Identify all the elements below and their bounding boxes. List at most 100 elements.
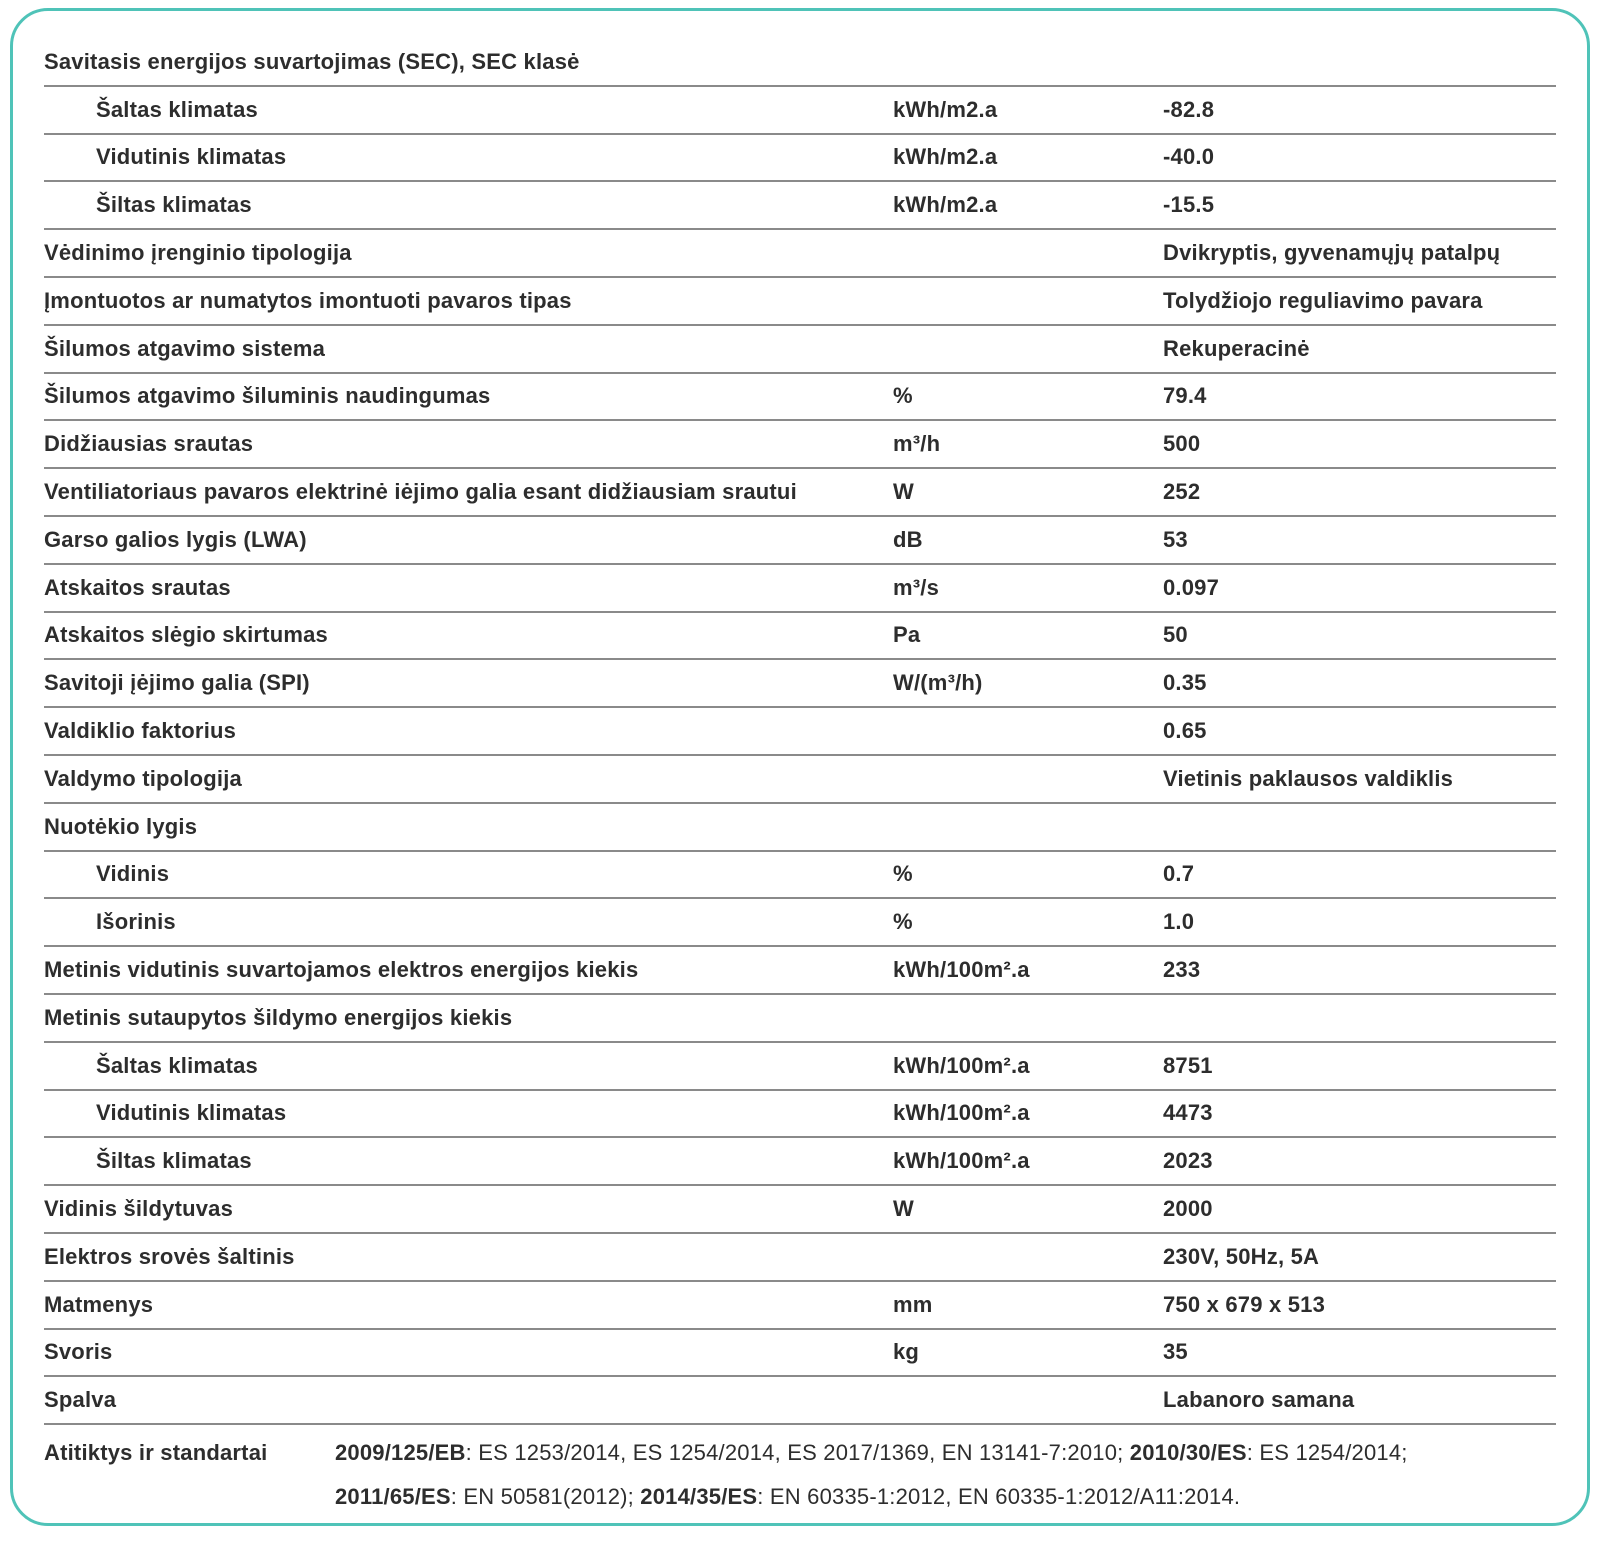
directive-ref: 2009/125/EB [335,1440,466,1466]
table-row: Vidinis% 0.7 [44,852,1556,900]
table-row: Šaltas klimatas kWh/m2.a -82.8 [44,87,1556,135]
row-value: 0.097 [1163,574,1220,600]
row-label: Šiltas klimatas [96,1148,252,1174]
table-row: Vėdinimo įrenginio tipologija Dvikryptis,… [44,230,1556,278]
standards-ref: : ES 1254/2014; [1246,1440,1408,1466]
table-row: Šiltas klimatas kWh/100m².a 2023 [44,1138,1556,1187]
compliance-row: Atitiktys ir standartai 2009/125/EB: ES … [44,1425,1556,1519]
directive-ref: 2011/65/ES [335,1484,451,1510]
row-unit: m³/s [893,574,940,600]
row-value: 1.0 [1163,909,1195,935]
row-unit: kWh/m2.a [893,144,998,170]
row-label: Valdiklio faktorius [44,718,237,744]
row-value: -40.0 [1163,144,1215,170]
row-label: Šilumos atgavimo sistema [44,335,326,361]
standards-ref: : EN 50581(2012); [450,1484,641,1510]
row-value: 500 [1163,431,1201,457]
table-row: Garso galios lygis (LWA) dB 53 [44,517,1556,565]
compliance-standards-text: 2009/125/EB: ES 1253/2014, ES 1254/2014,… [335,1431,1556,1519]
row-unit: W [893,479,914,505]
row-label: Įmontuotos ar numatytos imontuoti pavaro… [44,287,572,313]
row-value: 0.65 [1163,718,1207,744]
row-value: 35 [1163,1339,1188,1365]
table-row: Įmontuotos ar numatytos imontuoti pavaro… [44,278,1556,326]
row-unit: m³/h [893,431,941,457]
row-unit: % [893,909,913,935]
standards-ref: : EN 60335-1:2012, EN 60335-1:2012/A11:2… [757,1484,1241,1510]
table-row: Šaltas klimatas kWh/100m².a 8751 [44,1043,1556,1091]
table-row: Didžiausias srautas m³/h 500 [44,421,1556,470]
table-row: Vidinis šildytuvas W 2000 [44,1186,1556,1234]
row-value: 0.35 [1163,670,1207,696]
row-label: Atskaitos slėgio skirtumas [44,622,328,648]
row-label: Vėdinimo įrenginio tipologija [44,240,352,266]
row-label: Metinis sutaupytos šildymo energijos kie… [44,1004,513,1030]
row-value: Dvikryptis, gyvenamųjų patalpų [1163,240,1501,266]
spec-table: Savitasis energijos suvartojimas (SEC), … [44,39,1556,1426]
row-label: Metinis vidutinis suvartojamos elektros … [44,957,639,983]
row-unit: mm [893,1291,933,1317]
table-row: Išorinis% 1.0 [44,899,1556,948]
row-label: Matmenys [44,1291,154,1317]
table-row: Nuotėkio lygis [44,804,1556,852]
table-row: Metinis sutaupytos šildymo energijos kie… [44,995,1556,1043]
table-row: Savitasis energijos suvartojimas (SEC), … [44,39,1556,87]
table-row: Šilumos atgavimo sistema Rekuperacinė [44,326,1556,374]
row-label: Savitoji įėjimo galia (SPI) [44,670,310,696]
standards-ref: : ES 1253/2014, ES 1254/2014, ES 2017/13… [465,1440,1130,1466]
table-row: Atskaitos srautas m³/s 0.097 [44,565,1556,613]
row-unit: W/(m³/h) [893,670,983,696]
table-row: Metinis vidutinis suvartojamos elektros … [44,947,1556,995]
row-unit: % [893,383,913,409]
compliance-label: Atitiktys ir standartai [44,1440,268,1466]
row-label: Atskaitos srautas [44,574,231,600]
table-row: Valdiklio faktorius 0.65 [44,708,1556,756]
table-row: Šilumos atgavimo šiluminis naudingumas% 7… [44,374,1556,422]
row-value: Vietinis paklausos valdiklis [1163,765,1454,791]
row-label: Garso galios lygis (LWA) [44,526,307,552]
row-unit: kWh/100m².a [893,1148,1030,1174]
table-row: Elektros srovės šaltinis 230V, 50Hz, 5A [44,1234,1556,1282]
row-label: Svoris [44,1339,113,1365]
row-unit: kWh/m2.a [893,96,998,122]
row-label: Išorinis [96,909,176,935]
row-unit: kWh/m2.a [893,192,998,218]
row-label: Vidutinis klimatas [96,1100,287,1126]
directive-ref: 2010/30/ES [1129,1440,1247,1466]
row-label: Vidutinis klimatas [96,144,287,170]
row-label: Šilumos atgavimo šiluminis naudingumas [44,383,491,409]
table-row: Atskaitos slėgio skirtumas Pa 50 [44,613,1556,661]
row-value: 252 [1163,479,1201,505]
row-value: 79.4 [1163,383,1207,409]
row-value: -82.8 [1163,96,1215,122]
table-row: Vidutinis klimatas kWh/100m².a 4473 [44,1091,1556,1139]
table-row: Svoris kg 35 [44,1330,1556,1378]
row-label: Vidinis šildytuvas [44,1196,234,1222]
row-value: 750 x 679 x 513 [1163,1291,1326,1317]
table-row: Vidutinis klimatas kWh/m2.a -40.0 [44,135,1556,183]
table-row: Ventiliatoriaus pavaros elektrinė iėjimo… [44,469,1556,517]
row-label: Ventiliatoriaus pavaros elektrinė iėjimo… [44,479,797,505]
row-value: 4473 [1163,1100,1213,1126]
row-label: Šiltas klimatas [96,192,252,218]
row-unit: W [893,1196,914,1222]
row-label: Valdymo tipologija [44,765,242,791]
row-value: 2023 [1163,1148,1213,1174]
table-row: Spalva Labanoro samana [44,1377,1556,1426]
row-value: 2000 [1163,1196,1213,1222]
directive-ref: 2014/35/ES [640,1484,758,1510]
row-unit: kWh/100m².a [893,957,1030,983]
row-label: Savitasis energijos suvartojimas (SEC), … [44,48,580,74]
table-row: Šiltas klimatas kWh/m2.a -15.5 [44,182,1556,231]
row-value: 8751 [1163,1052,1213,1078]
row-label: Šaltas klimatas [96,1052,258,1078]
row-unit: % [893,861,913,887]
row-value: 50 [1163,622,1188,648]
row-value: 0.7 [1163,861,1195,887]
table-row: Matmenys mm 750 x 679 x 513 [44,1282,1556,1330]
row-value: Rekuperacinė [1163,335,1310,361]
row-value: Labanoro samana [1163,1387,1355,1413]
row-label: Nuotėkio lygis [44,813,198,839]
row-value: Tolydžiojo reguliavimo pavara [1163,287,1483,313]
spec-sheet-card: Savitasis energijos suvartojimas (SEC), … [10,8,1590,1526]
